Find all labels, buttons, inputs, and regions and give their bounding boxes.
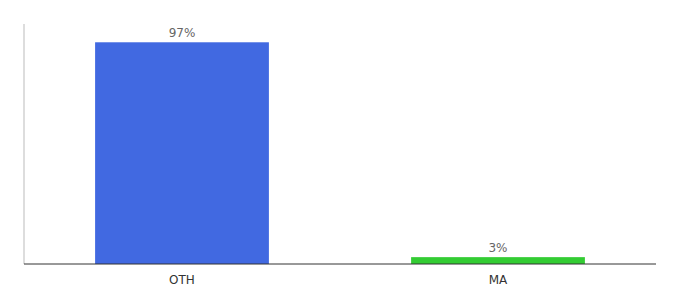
chart-container: 97% 3% OTH MA — [0, 0, 680, 300]
data-label: 3% — [488, 241, 507, 255]
bars — [95, 42, 585, 264]
x-tick-label: OTH — [169, 273, 195, 287]
x-tick-label: MA — [489, 273, 508, 287]
y-axis-line — [24, 24, 25, 264]
bar — [95, 42, 269, 264]
data-label: 97% — [169, 26, 196, 40]
chart-svg: 97% 3% OTH MA — [0, 0, 680, 300]
bar — [411, 257, 585, 264]
x-axis-line — [24, 264, 656, 265]
